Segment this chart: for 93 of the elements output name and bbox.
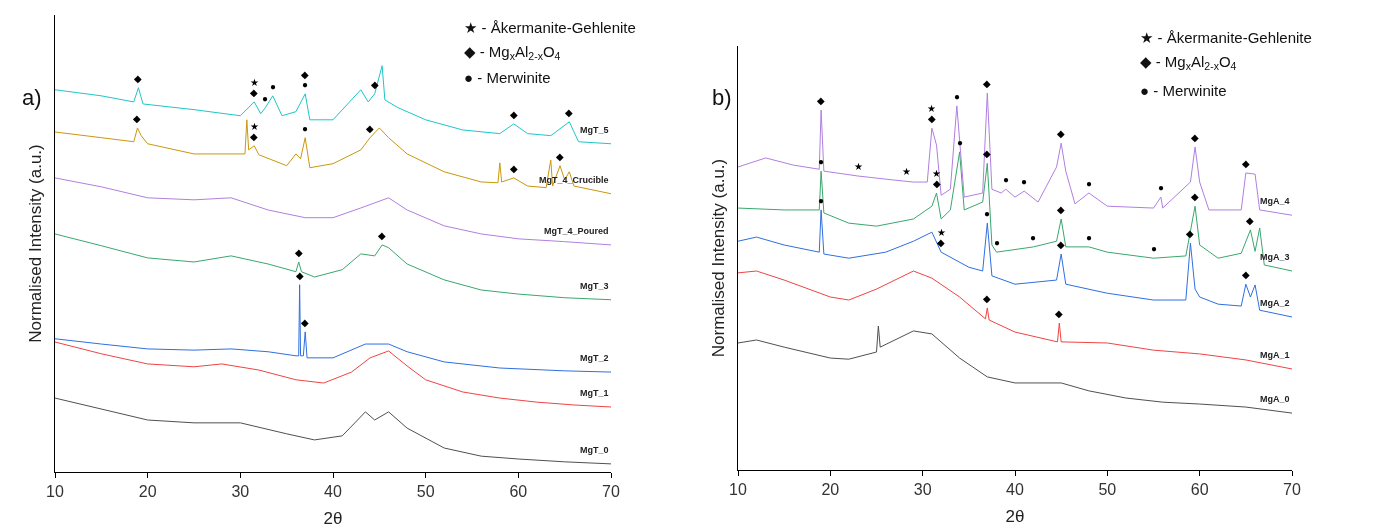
x-tick-label: 70 <box>1283 481 1301 499</box>
annotation: ◆ <box>1191 191 1199 202</box>
annotation: ◆ <box>250 87 258 98</box>
annotation: ● <box>1151 243 1158 254</box>
x-tick-label: 50 <box>416 483 435 501</box>
annotation: ● <box>1030 232 1037 243</box>
annotation: ★ <box>250 121 259 132</box>
series-label: MgA_0 <box>1260 394 1290 404</box>
x-tick-label: 40 <box>324 483 342 501</box>
x-tick-label: 70 <box>602 483 620 501</box>
annotation: ◆ <box>371 79 379 90</box>
annotation: ◆ <box>510 109 518 120</box>
x-tick-label: 60 <box>1190 481 1209 499</box>
annotation: ◆ <box>301 69 309 80</box>
annotation: ◆ <box>983 78 991 89</box>
annotation: ● <box>1086 232 1093 243</box>
annotation: ◆ <box>556 151 564 162</box>
series-label: MgT_1 <box>580 388 609 398</box>
annotation: ◆ <box>510 163 518 174</box>
series-label: MgA_4 <box>1260 196 1290 206</box>
text: ★ - Åkermanite-Gehlenite <box>464 19 636 36</box>
annotation: ◆ <box>133 113 141 124</box>
text: ★ - Åkermanite-Gehlenite <box>1140 29 1312 46</box>
annotation: ★ <box>937 227 946 238</box>
annotation: ◆ <box>1246 215 1254 226</box>
annotation: ● <box>270 81 277 92</box>
x-axis-title: 2θ <box>323 508 343 528</box>
series-label: MgT_5 <box>580 125 609 135</box>
text: ◆ - Mg$_{x}$Al$_{2-x}$O$_{4}$ <box>464 43 561 63</box>
annotation: ● <box>1021 176 1028 187</box>
annotation: ◆ <box>983 293 991 304</box>
x-tick-label: 10 <box>46 483 64 501</box>
series-label: MgA_3 <box>1260 252 1290 262</box>
annotation: ◆ <box>366 123 374 134</box>
annotation: ● <box>954 91 961 102</box>
annotation: ◆ <box>134 73 142 84</box>
annotation: ● <box>1003 174 1010 185</box>
annotation: ● <box>262 93 269 104</box>
annotation: ● <box>1086 178 1093 189</box>
annotation: ◆ <box>937 237 945 248</box>
x-axis-title: 2θ <box>1005 506 1025 526</box>
annotation: ● <box>818 195 825 206</box>
annotation: ● <box>984 208 991 219</box>
annotation: ● <box>994 237 1001 248</box>
annotation: ◆ <box>565 107 573 118</box>
y-axis-title: Normalised Intensity (a.u.) <box>25 144 45 343</box>
series-label: MgT_0 <box>580 445 609 455</box>
annotation: ◆ <box>250 131 258 142</box>
annotation: ● <box>302 79 309 90</box>
x-tick-label: 20 <box>138 483 157 501</box>
series-label: MgT_4_Poured <box>544 226 609 236</box>
annotation: ◆ <box>1057 204 1065 215</box>
annotation: ◆ <box>983 148 991 159</box>
annotation: ★ <box>927 103 936 114</box>
x-tick-label: 30 <box>231 483 250 501</box>
annotation: ● - Merwinite <box>1140 82 1227 99</box>
annotation: ● <box>957 137 964 148</box>
annotation: ★ <box>250 77 259 88</box>
annotation: ● <box>818 156 825 167</box>
annotation: ◆ <box>1057 239 1065 250</box>
x-tick-label: 20 <box>821 481 840 499</box>
series-label: MgT_3 <box>580 281 609 291</box>
x-tick-label: 30 <box>913 481 932 499</box>
annotation: ◆ <box>1191 132 1199 143</box>
annotation: ◆ <box>1186 228 1194 239</box>
series-label: MgT_2 <box>580 353 609 363</box>
chart-title: b) <box>712 84 732 110</box>
text: a) <box>22 84 42 110</box>
annotation: ● <box>1158 182 1165 193</box>
text: ◆ - Mg$_{x}$Al$_{2-x}$O$_{4}$ <box>1140 53 1237 73</box>
y-axis-title: Normalised Intensity (a.u.) <box>708 158 728 358</box>
annotation: ◆ <box>928 113 936 124</box>
annotation: ★ <box>854 161 863 172</box>
annotation: ★ <box>932 168 941 179</box>
annotation: ◆ <box>378 230 386 241</box>
x-tick-label: 40 <box>1006 481 1024 499</box>
x-tick-label: 50 <box>1098 481 1117 499</box>
x-tick-label: 10 <box>729 481 747 499</box>
annotation: ◆ <box>1242 269 1250 280</box>
annotation: ★ <box>902 166 911 177</box>
annotation: ◆ <box>933 178 941 189</box>
annotation: ● <box>302 123 309 134</box>
x-tick-label: 60 <box>509 483 528 501</box>
annotation: ● - Merwinite <box>464 69 551 86</box>
annotation: ◆ <box>296 270 304 281</box>
series-label: MgA_2 <box>1260 298 1290 308</box>
annotation: ◆ <box>295 247 303 258</box>
annotation: ◆ <box>1242 158 1250 169</box>
annotation: ◆ <box>1057 128 1065 139</box>
annotation: ◆ <box>301 317 309 328</box>
annotation: ◆ <box>817 95 825 106</box>
annotation: ◆ <box>1055 308 1063 319</box>
series-label: MgA_1 <box>1260 350 1290 360</box>
